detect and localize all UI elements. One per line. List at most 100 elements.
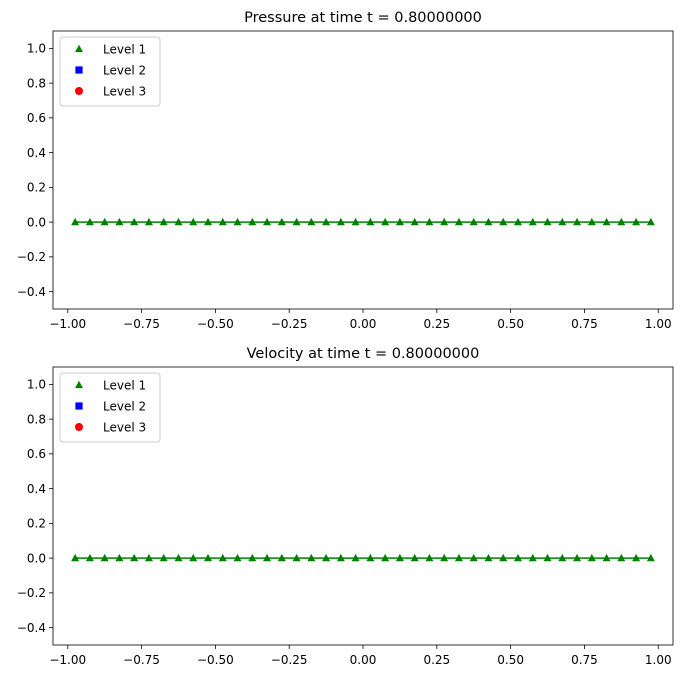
data-point [292, 553, 301, 562]
legend-label: Level 1 [103, 378, 146, 392]
data-point [514, 553, 522, 562]
data-point [130, 217, 139, 226]
x-tick-label: −0.75 [123, 317, 160, 331]
data-point [528, 553, 537, 562]
chart-title: Pressure at time t = 0.80000000 [244, 10, 482, 26]
x-tick-label: −0.50 [197, 317, 234, 331]
data-point [248, 217, 257, 226]
x-tick-label: 0.00 [350, 653, 377, 667]
chart-title: Velocity at time t = 0.80000000 [247, 346, 480, 362]
data-point [395, 553, 404, 562]
data-point [646, 217, 655, 226]
legend-marker [75, 44, 83, 53]
data-point [573, 553, 582, 562]
data-point [307, 553, 316, 562]
data-point [130, 553, 139, 562]
data-point [85, 553, 94, 562]
x-tick-label: −1.00 [49, 653, 86, 667]
y-tick-label: −0.4 [17, 621, 46, 635]
data-point [381, 217, 390, 226]
data-point [174, 217, 183, 226]
data-point [558, 217, 567, 226]
x-tick-label: 0.25 [423, 317, 450, 331]
data-point [469, 553, 478, 562]
data-point [381, 553, 390, 562]
x-tick-label: 0.25 [423, 653, 450, 667]
y-tick-label: 1.0 [27, 42, 46, 56]
data-point [499, 553, 508, 562]
data-point [189, 553, 198, 562]
legend: Level 1 Level 2 Level 3 [59, 372, 161, 443]
data-point [233, 217, 242, 226]
y-tick-label: 0.8 [27, 412, 46, 426]
data-point [233, 553, 242, 562]
data-point [528, 217, 537, 226]
data-point [204, 553, 212, 562]
legend-label: Level 1 [103, 42, 146, 56]
legend-marker [75, 402, 83, 410]
data-point [115, 217, 124, 226]
legend-label: Level 2 [103, 399, 146, 413]
data-point [587, 553, 596, 562]
data-point [263, 217, 272, 226]
data-point [336, 553, 345, 562]
data-point [558, 553, 567, 562]
data-point [85, 217, 94, 226]
data-point [322, 217, 331, 226]
legend-label: Level 3 [103, 84, 146, 98]
data-point [336, 217, 345, 226]
y-tick-label: −0.4 [17, 285, 46, 299]
y-tick-label: 0.4 [27, 146, 46, 160]
legend-marker [75, 423, 83, 431]
x-tick-label: 0.50 [497, 653, 524, 667]
data-point [440, 553, 449, 562]
data-point [602, 217, 611, 226]
x-tick-label: 0.75 [571, 653, 598, 667]
data-point [115, 553, 124, 562]
y-tick-label: 1.0 [27, 378, 46, 392]
x-tick-label: 0.75 [571, 317, 598, 331]
x-tick-label: 1.00 [645, 653, 672, 667]
data-point [469, 217, 478, 226]
data-point [263, 553, 272, 562]
legend-marker [75, 380, 83, 389]
data-point [248, 553, 257, 562]
data-point [218, 217, 227, 226]
data-point [425, 217, 434, 226]
data-point [218, 553, 227, 562]
y-tick-label: 0.0 [27, 551, 46, 565]
y-tick-label: 0.6 [27, 447, 46, 461]
data-point [144, 553, 153, 562]
data-point [499, 217, 508, 226]
data-point [454, 217, 463, 226]
data-point [71, 553, 80, 562]
data-point [587, 217, 596, 226]
data-point [514, 217, 522, 226]
data-point [174, 553, 183, 562]
data-point [366, 217, 375, 226]
y-tick-label: 0.4 [27, 482, 46, 496]
data-point [144, 217, 153, 226]
data-point [617, 217, 626, 226]
y-tick-label: 0.2 [27, 517, 46, 531]
x-tick-label: −0.75 [123, 653, 160, 667]
pressure-chart: Pressure at time t = 0.80000000 −1.00 −0.7… [17, 10, 674, 331]
data-point [646, 553, 655, 562]
legend-marker [75, 87, 83, 95]
data-point [322, 553, 331, 562]
x-tick-label: 0.50 [497, 317, 524, 331]
x-tick-label: 1.00 [645, 317, 672, 331]
legend-marker [75, 66, 83, 74]
data-point [307, 217, 316, 226]
data-point [395, 217, 404, 226]
legend-label: Level 3 [103, 420, 146, 434]
data-point [454, 553, 463, 562]
data-point [189, 217, 198, 226]
data-point [204, 217, 212, 226]
data-point [632, 553, 641, 562]
legend: Level 1 Level 2 Level 3 [59, 36, 161, 107]
data-point [159, 217, 168, 226]
y-tick-label: 0.2 [27, 181, 46, 195]
y-tick-label: 0.6 [27, 111, 46, 125]
